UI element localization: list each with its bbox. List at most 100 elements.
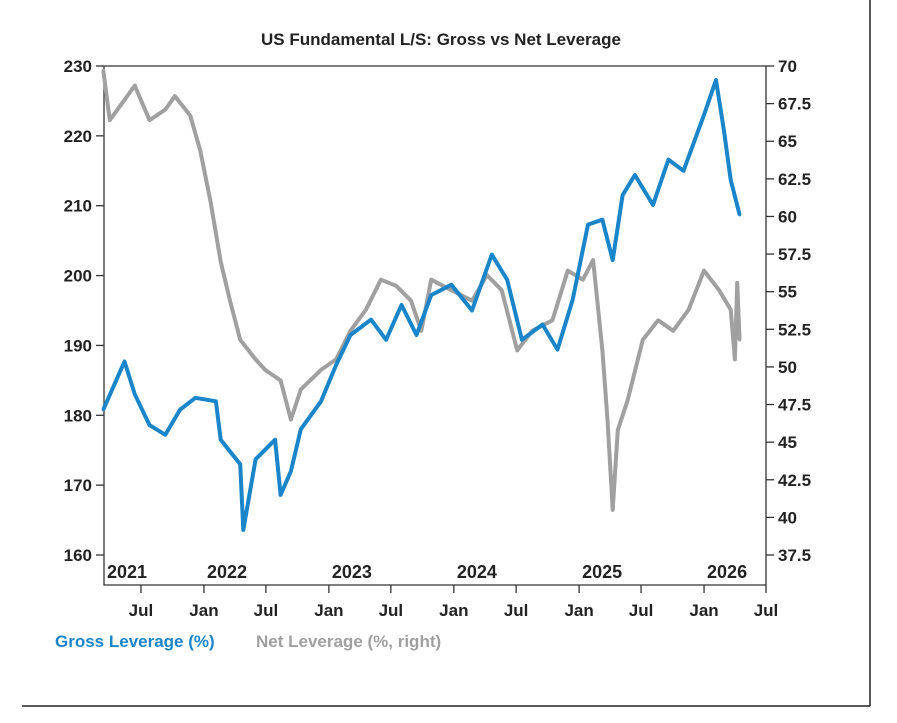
gross-leverage-point: [289, 469, 293, 473]
gross-leverage-point: [620, 193, 625, 197]
net-leverage-point: [319, 368, 323, 372]
month-tick-label: Jul: [504, 601, 529, 620]
left-tick-label: 190: [64, 336, 92, 355]
net-leverage-point: [611, 508, 615, 512]
gross-leverage-point: [163, 433, 167, 437]
net-leverage-point: [605, 417, 610, 422]
gross-leverage-point: [273, 438, 277, 442]
month-tick-label: Jan: [564, 601, 593, 620]
gross-leverage-point: [299, 427, 303, 431]
gross-leverage-point: [369, 317, 373, 322]
right-tick-label: 67.5: [778, 95, 811, 114]
gross-leverage-point: [571, 298, 575, 302]
gross-leverage-point: [219, 438, 223, 442]
gross-leverage-point: [505, 278, 509, 282]
month-tick-label: Jan: [189, 601, 218, 620]
net-leverage-point: [419, 329, 423, 333]
gross-leverage-point: [490, 253, 494, 257]
left-tick-label: 210: [64, 197, 92, 216]
right-tick-label: 55: [778, 283, 797, 302]
right-tick-label: 65: [778, 132, 797, 151]
net-leverage-point: [364, 308, 368, 312]
left-tick-label: 160: [64, 546, 92, 565]
gross-leverage-point: [540, 322, 545, 327]
gross-leverage-point: [633, 173, 637, 177]
legend-gross: Gross Leverage (%): [55, 632, 215, 651]
net-leverage-point: [702, 269, 706, 273]
net-leverage-point: [515, 348, 519, 352]
year-label: 2021: [107, 562, 147, 582]
net-leverage-point: [163, 108, 167, 112]
gross-leverage-point: [147, 423, 152, 427]
gross-leverage-point: [133, 392, 137, 396]
net-leverage-point: [101, 68, 105, 73]
net-leverage-point: [133, 83, 137, 88]
right-tick-label: 50: [778, 358, 797, 377]
net-leverage-point: [581, 278, 585, 282]
right-tick-label: 62.5: [778, 170, 811, 189]
gross-leverage-point: [348, 333, 353, 337]
gross-leverage-point: [714, 78, 718, 82]
net-leverage-point: [279, 378, 283, 383]
net-leverage-point: [616, 428, 620, 432]
right-tick-label: 42.5: [778, 471, 811, 490]
net-leverage-point: [566, 269, 570, 273]
right-tick-label: 37.5: [778, 546, 811, 565]
net-leverage-point: [600, 348, 604, 352]
gross-leverage-point: [738, 213, 742, 217]
net-leverage-point: [147, 118, 152, 122]
chart-title: US Fundamental L/S: Gross vs Net Leverag…: [261, 30, 621, 49]
gross-leverage-point: [681, 169, 686, 173]
gross-leverage-point: [470, 308, 474, 313]
net-leverage-point: [717, 288, 721, 292]
gross-leverage-point: [666, 158, 671, 162]
gross-leverage-point: [122, 359, 127, 364]
gross-leverage-point: [414, 333, 419, 337]
net-leverage-point: [470, 299, 474, 303]
gross-leverage-point: [611, 258, 615, 262]
gross-leverage-point: [449, 283, 454, 287]
net-leverage-point: [738, 338, 742, 342]
month-tick-label: Jul: [754, 601, 779, 620]
year-label: 2024: [457, 562, 497, 582]
gross-leverage-point: [384, 338, 388, 342]
net-leverage-point: [219, 260, 223, 264]
left-tick-label: 230: [64, 57, 92, 76]
right-tick-label: 45: [778, 433, 797, 452]
net-leverage-point: [735, 281, 739, 285]
gross-leverage-point: [279, 493, 283, 497]
left-tick-label: 170: [64, 476, 92, 495]
gross-leverage-point: [241, 528, 245, 532]
right-tick-label: 60: [778, 207, 797, 226]
net-leverage-point: [228, 299, 232, 303]
plot-area: 230 220 210 200 190 180 170 160 70 67.5 65 62.5 60 57…: [64, 57, 811, 620]
net-leverage-point: [379, 278, 383, 282]
gross-leverage-point: [555, 348, 560, 352]
net-leverage-point: [263, 368, 267, 372]
net-leverage-point: [188, 114, 192, 118]
net-leverage-point: [394, 284, 398, 288]
gross-leverage-point: [238, 462, 242, 466]
net-leverage-point: [198, 148, 202, 152]
net-leverage-point: [550, 318, 555, 322]
right-tick-label: 70: [778, 57, 797, 76]
right-tick-label: 47.5: [778, 396, 811, 415]
right-tick-label: 52.5: [778, 320, 811, 339]
gross-leverage-point: [600, 218, 604, 222]
gross-leverage-point: [193, 396, 197, 400]
month-tick-label: Jul: [629, 601, 654, 620]
net-leverage-point: [254, 357, 258, 361]
year-label: 2022: [207, 562, 247, 582]
month-tick-label: Jan: [439, 601, 468, 620]
net-leverage-point: [299, 387, 303, 392]
gross-leverage-point: [722, 128, 726, 132]
net-leverage-point: [591, 258, 595, 262]
gross-leverage-point: [178, 408, 182, 412]
left-tick-label: 220: [64, 127, 92, 146]
net-leverage-point: [671, 329, 675, 333]
gross-leverage-point: [429, 293, 433, 297]
gross-leverage-point: [254, 457, 258, 461]
net-leverage-point: [733, 357, 737, 361]
net-leverage-point: [348, 329, 353, 333]
